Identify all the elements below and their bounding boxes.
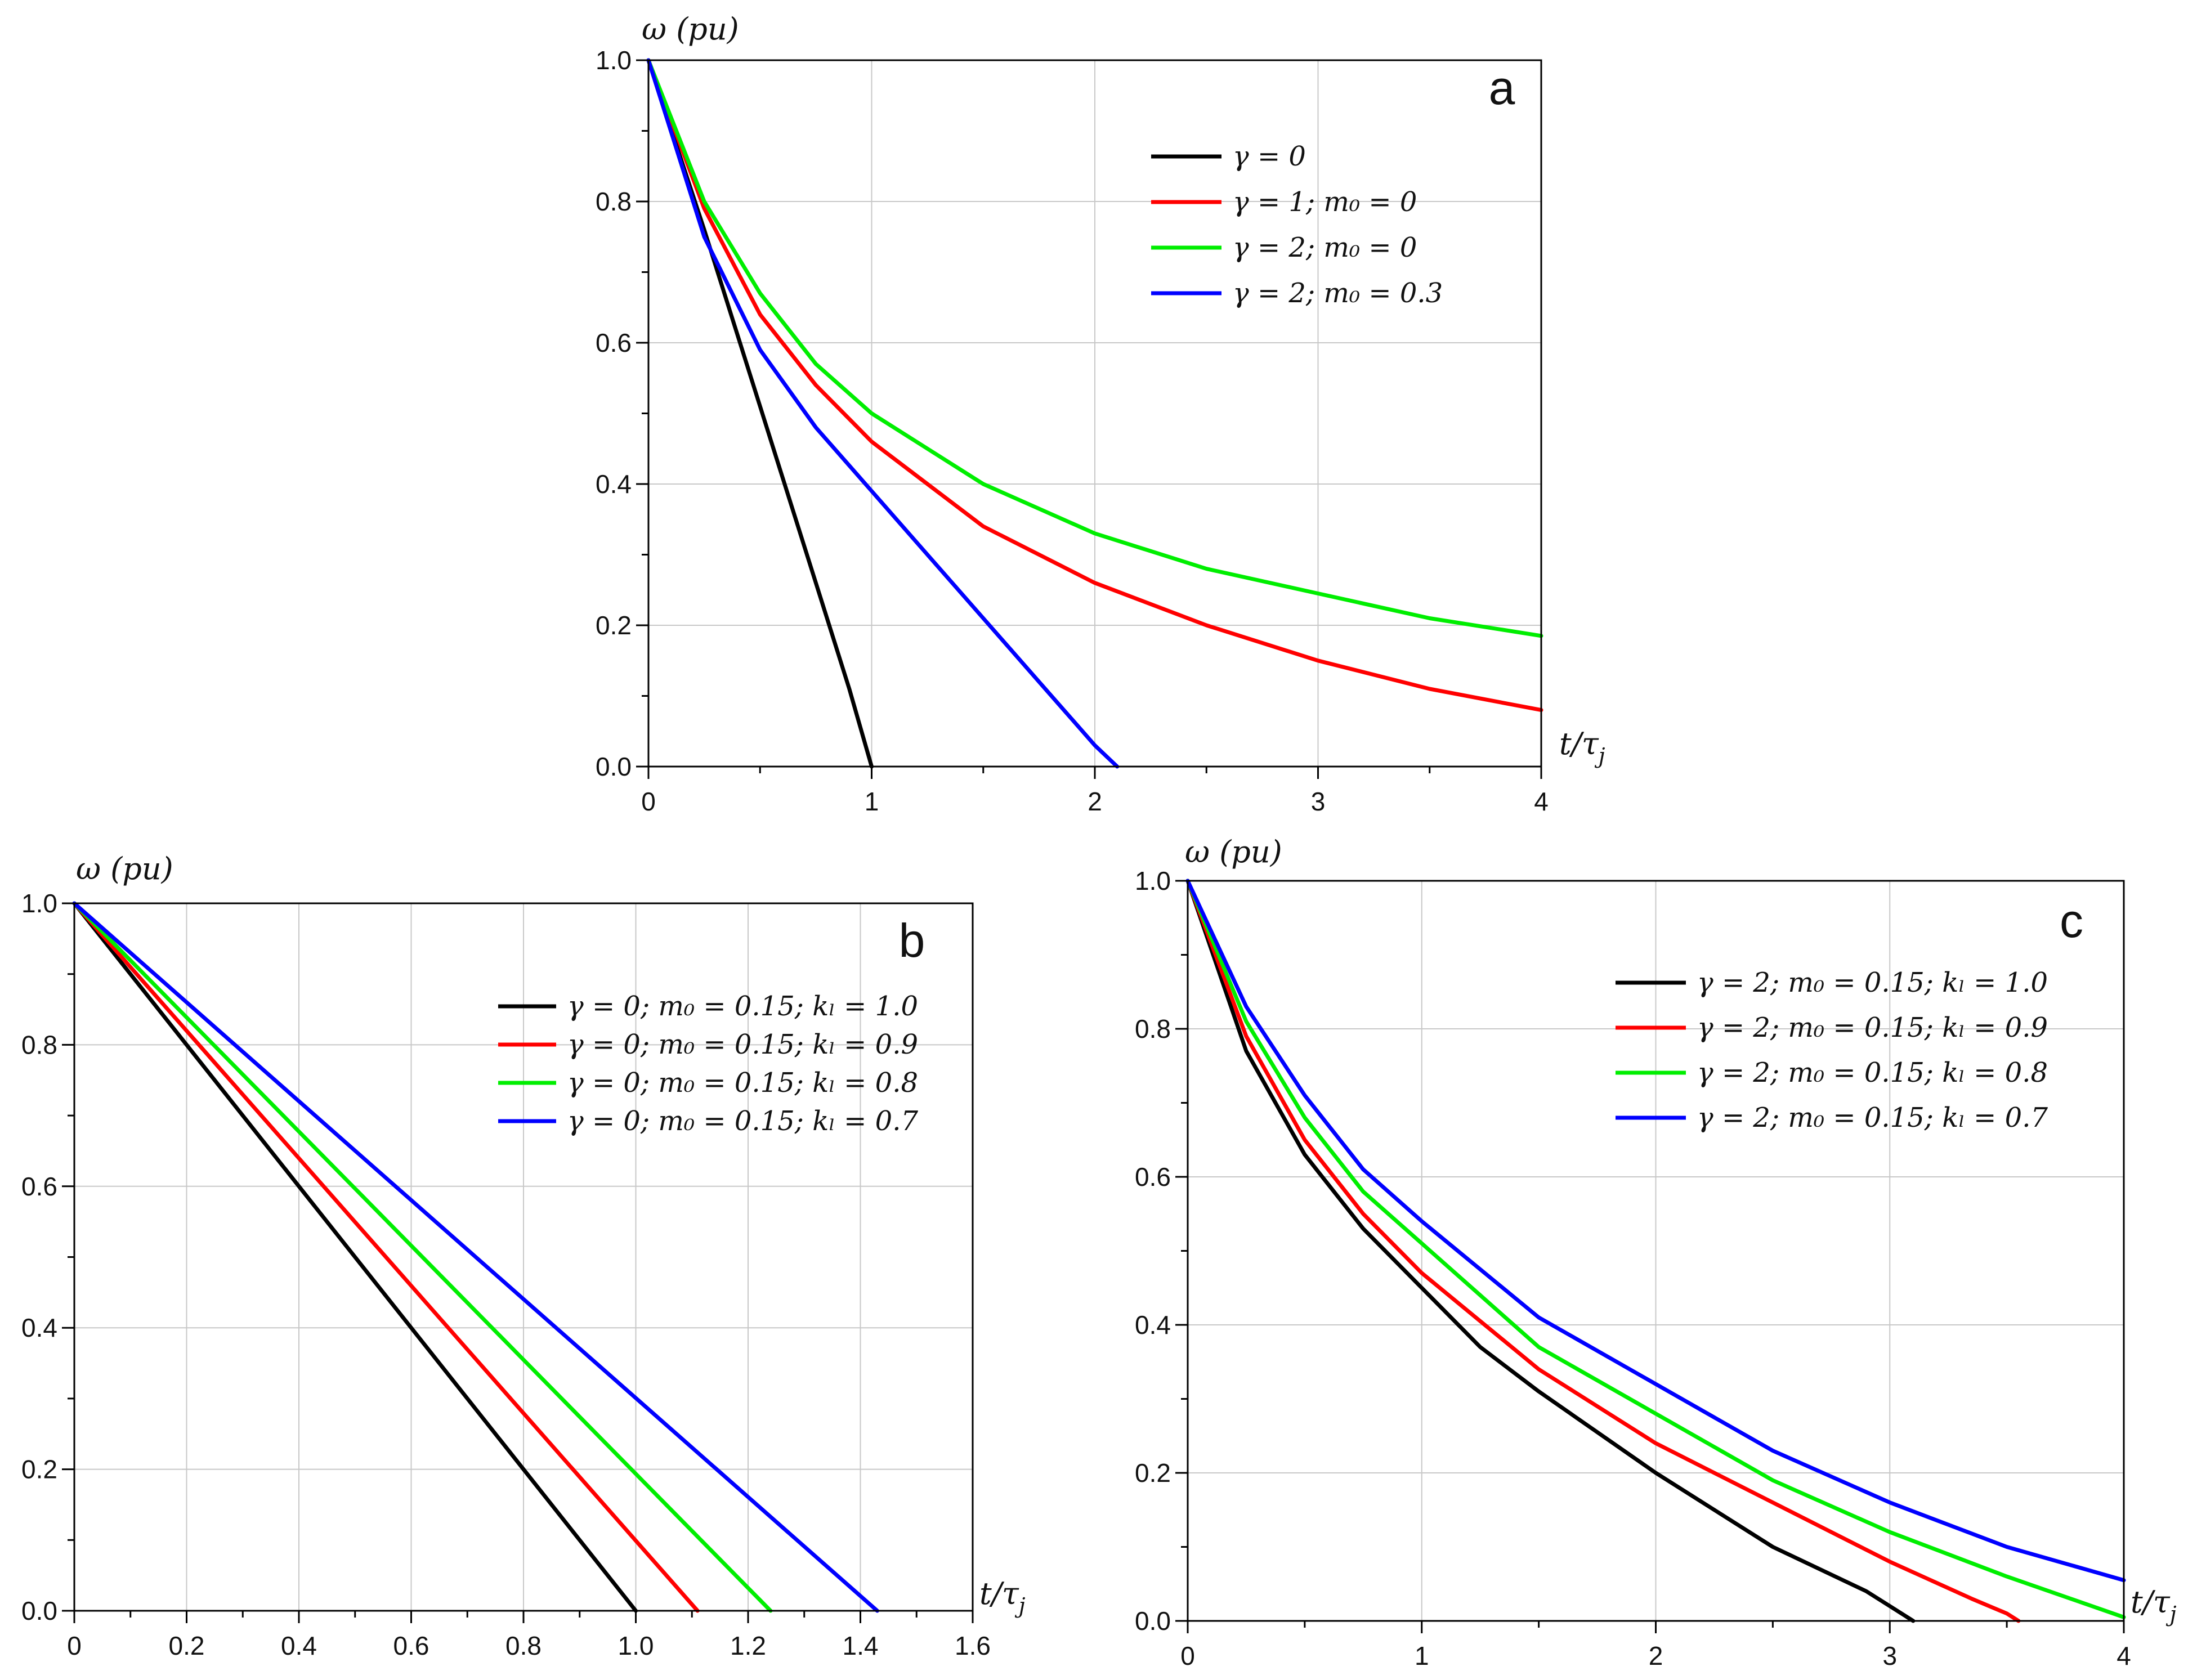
y-tick-label: 0.0 — [1135, 1606, 1171, 1636]
y-tick-label: 0.2 — [21, 1455, 57, 1484]
legend-entry-2: γ = 2; m₀ = 0.15; kₗ = 0.9 — [1697, 1012, 2048, 1043]
panel-letter: c — [2060, 894, 2083, 947]
legend-entry-1: γ = 0 — [1233, 141, 1306, 172]
y-tick-label: 0.6 — [596, 328, 632, 357]
legend-entry-3: γ = 2; m₀ = 0.15; kₗ = 0.8 — [1697, 1057, 2048, 1088]
series-line-4 — [1185, 879, 2126, 1583]
x-axis-label-main: t/τ — [979, 1576, 1019, 1611]
y-axis-label: ω (pu) — [642, 11, 739, 47]
legend-entry-4: γ = 2; m₀ = 0.15; kₗ = 0.7 — [1697, 1102, 2048, 1134]
x-axis-label-main: t/τ — [1559, 726, 1599, 761]
series-line-3 — [72, 901, 773, 1613]
y-tick-label: 0.6 — [1135, 1162, 1171, 1191]
panel-letter: a — [1489, 61, 1515, 114]
y-tick-label: 0.2 — [1135, 1458, 1171, 1488]
x-tick-label: 0 — [1180, 1641, 1195, 1670]
y-tick-label: 0.6 — [21, 1172, 57, 1201]
y-tick-label: 0.2 — [596, 611, 632, 640]
y-tick-label: 1.0 — [1135, 866, 1171, 895]
series-line-2 — [646, 58, 1543, 713]
x-tick-label: 0.4 — [281, 1631, 317, 1660]
series-line-2 — [1185, 879, 2021, 1623]
y-tick-label: 0.8 — [596, 187, 632, 216]
x-tick-label: 0 — [641, 787, 656, 816]
x-tick-label: 3 — [1882, 1641, 1897, 1670]
y-tick-label: 0.0 — [21, 1596, 57, 1625]
x-tick-label: 2 — [1649, 1641, 1663, 1670]
x-tick-label: 1 — [1415, 1641, 1429, 1670]
y-tick-label: 0.8 — [21, 1030, 57, 1059]
y-axis-label: ω (pu) — [76, 851, 173, 886]
series-line-4 — [646, 58, 1120, 769]
x-tick-label: 0 — [67, 1631, 82, 1660]
legend-entry-2: γ = 0; m₀ = 0.15; kₗ = 0.9 — [567, 1029, 918, 1060]
x-tick-label: 0.6 — [393, 1631, 429, 1660]
y-tick-label: 1.0 — [21, 889, 57, 918]
series-line-1 — [72, 901, 638, 1613]
x-tick-label: 0.8 — [505, 1631, 542, 1660]
legend-entry-1: γ = 0; m₀ = 0.15; kₗ = 1.0 — [567, 991, 918, 1022]
x-axis-label: t/τj — [979, 1576, 1026, 1618]
panel-b: 0 0.2 0.4 0.6 0.8 1.0 1.2 1.4 1.6 0.0 0.2 0.4 0.6 0.8… — [21, 851, 1026, 1660]
legend-entry-3: γ = 0; m₀ = 0.15; kₗ = 0.8 — [567, 1067, 918, 1099]
series-line-4 — [72, 901, 879, 1613]
y-tick-label: 1.0 — [596, 46, 632, 75]
legend-entry-2: γ = 1; m₀ = 0 — [1233, 186, 1417, 218]
x-tick-label: 0.2 — [169, 1631, 205, 1660]
x-tick-label: 3 — [1311, 787, 1326, 816]
series-line-1 — [1185, 879, 1916, 1623]
legend-entry-3: γ = 2; m₀ = 0 — [1233, 232, 1417, 263]
x-tick-label: 4 — [2117, 1641, 2131, 1670]
series-line-3 — [646, 58, 1543, 638]
x-tick-label: 1.0 — [618, 1631, 654, 1660]
series-line-3 — [1185, 879, 2126, 1619]
y-tick-label: 0.4 — [21, 1313, 57, 1342]
y-axis-label: ω (pu) — [1185, 834, 1282, 870]
x-tick-label: 4 — [1534, 787, 1549, 816]
legend-entry-4: γ = 2; m₀ = 0.3 — [1233, 277, 1443, 309]
x-tick-label: 1.6 — [955, 1631, 991, 1660]
legend-entry-4: γ = 0; m₀ = 0.15; kₗ = 0.7 — [567, 1105, 918, 1137]
x-tick-label: 1.4 — [843, 1631, 879, 1660]
y-tick-label: 0.0 — [596, 752, 632, 781]
panel-letter: b — [899, 914, 925, 967]
y-tick-label: 0.4 — [1135, 1310, 1171, 1339]
x-tick-label: 2 — [1088, 787, 1102, 816]
x-tick-label: 1 — [865, 787, 879, 816]
legend-entry-1: γ = 2; m₀ = 0.15; kₗ = 1.0 — [1697, 967, 2048, 998]
series-line-2 — [72, 901, 700, 1613]
x-tick-label: 1.2 — [730, 1631, 766, 1660]
y-tick-label: 0.4 — [596, 469, 632, 499]
y-tick-label: 0.8 — [1135, 1014, 1171, 1043]
x-axis-label-main: t/τ — [2131, 1584, 2171, 1620]
